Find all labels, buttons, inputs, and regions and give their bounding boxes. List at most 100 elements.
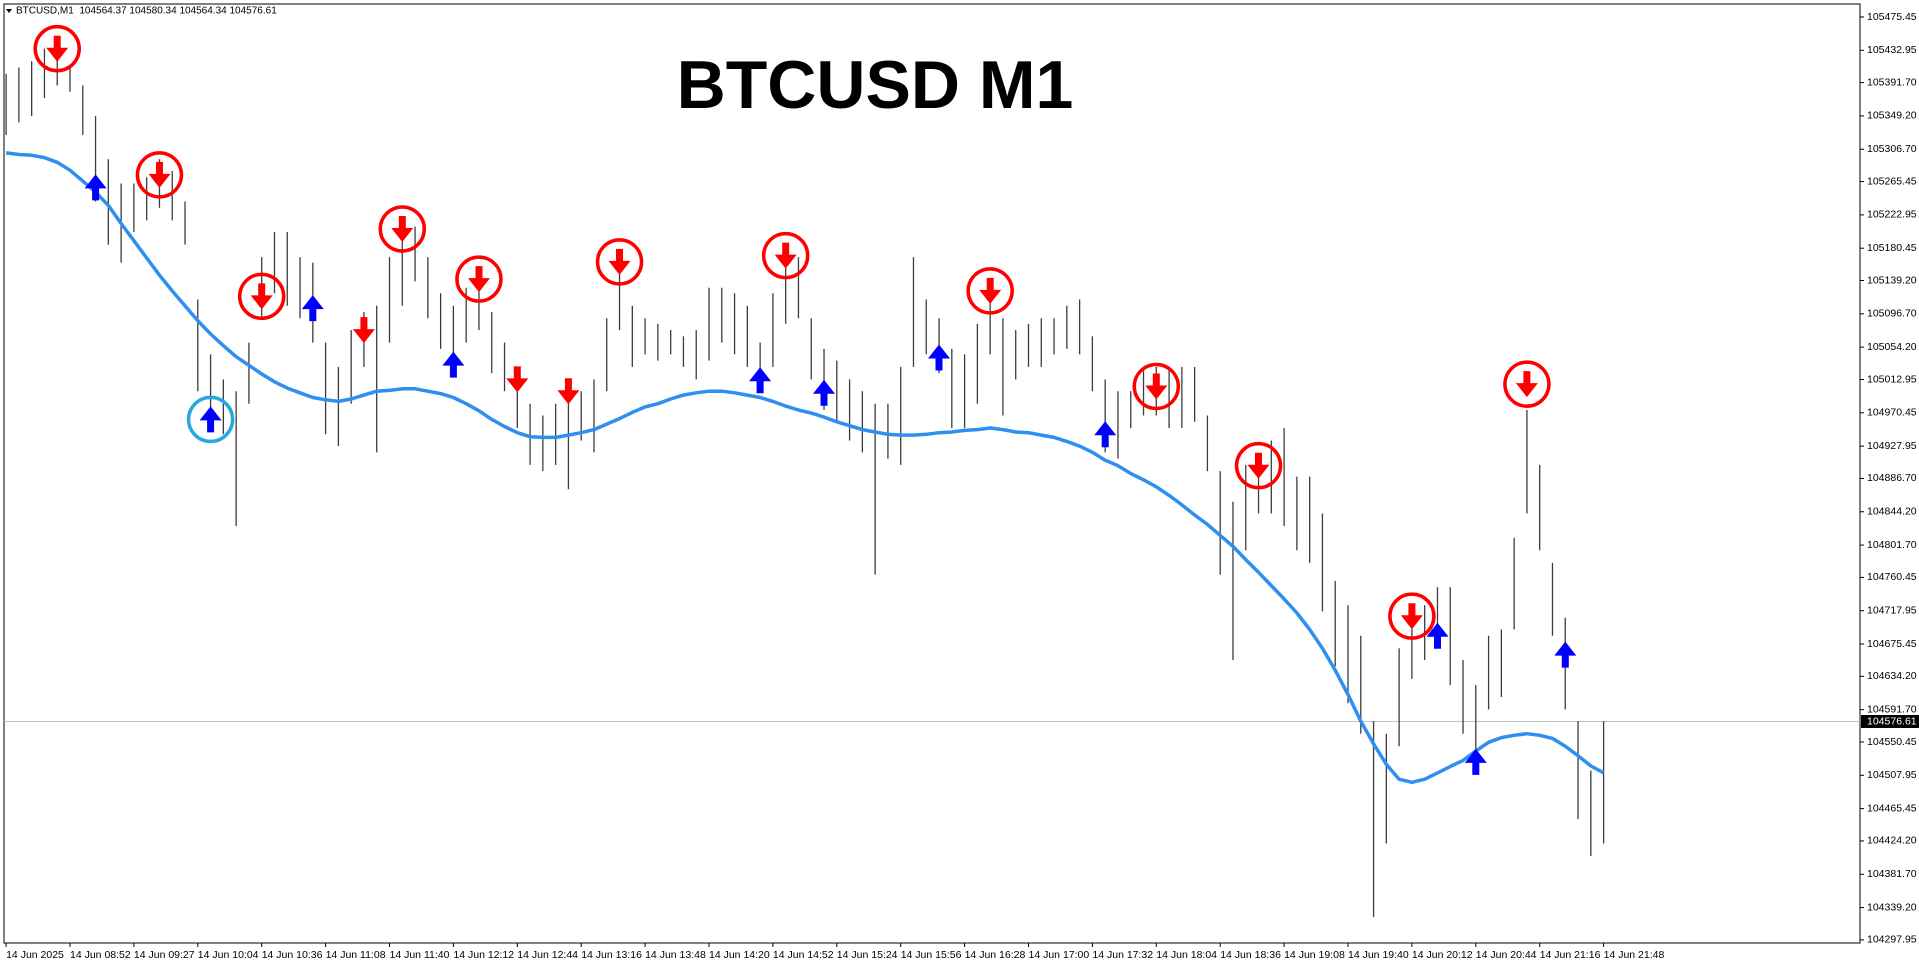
y-tick-label: 105391.70 [1867,76,1917,88]
buy-arrow [1554,641,1577,668]
moving-average [5,151,1605,785]
x-tick-label: 14 Jun 17:32 [1092,949,1153,961]
x-tick-label: 14 Jun 10:36 [262,949,323,961]
y-tick-label: 105139.20 [1867,274,1917,286]
x-tick-label: 14 Jun 13:16 [581,949,642,961]
x-tick-label: 14 Jun 19:08 [1284,949,1345,961]
y-tick-label: 104339.20 [1867,901,1917,913]
buy-arrow [1094,421,1117,448]
sell-arrow [1145,373,1168,400]
x-tick-label: 14 Jun 11:40 [390,949,450,961]
signal-ring [33,24,81,73]
signal-ring [1388,592,1436,640]
signal-ring [378,205,427,253]
y-tick-label: 105475.45 [1867,11,1917,23]
y-tick-label: 104801.70 [1867,539,1917,551]
buy-arrow [749,367,772,394]
buy-arrow [1464,748,1487,775]
x-tick-label: 14 Jun 18:36 [1220,949,1281,961]
y-tick-label: 105349.20 [1867,110,1917,122]
x-tick-label: 14 Jun 11:08 [326,949,386,961]
y-tick-label: 105012.95 [1867,373,1917,385]
x-tick-label: 14 Jun 14:52 [773,949,834,961]
x-tick-label: 14 Jun 21:16 [1540,949,1601,961]
y-tick-label: 104844.20 [1867,506,1917,518]
x-tick-label: 14 Jun 20:12 [1412,949,1473,961]
sell-arrow [250,283,273,310]
y-tick-label: 104634.20 [1867,670,1917,682]
sell-arrow [557,378,580,405]
signal-ring [1132,362,1181,411]
x-tick-label: 14 Jun 12:12 [453,949,514,961]
buy-arrow [1426,622,1449,649]
x-tick-label: 14 Jun 08:52 [70,949,131,961]
signal-ring [455,255,503,303]
signal-ring [1503,360,1551,408]
y-tick-label: 104675.45 [1867,638,1917,650]
y-tick-label: 104591.70 [1867,703,1917,715]
sell-arrow [608,248,631,275]
x-tick-label: 14 Jun 10:04 [198,949,259,961]
menu-triangle [6,9,12,13]
y-tick-label: 104550.45 [1867,736,1917,748]
plot-frame [3,3,1861,944]
x-tick-label: 14 Jun 19:40 [1348,949,1409,961]
sell-arrow [1515,371,1538,398]
symbol-header: BTCUSD,M1 104564.37 104580.34 104564.34 … [16,6,277,17]
y-tick-label: 105096.70 [1867,308,1917,320]
x-tick-label: 14 Jun 14:20 [709,949,770,961]
x-tick-label: 14 Jun 16:28 [965,949,1026,961]
sell-arrow [979,277,1002,304]
y-tick-label: 104381.70 [1867,868,1917,880]
signal-ring [135,151,184,199]
y-tick-label: 105054.20 [1867,341,1917,353]
signal-ring [186,395,235,444]
buy-arrow [199,406,222,433]
sell-arrow [391,216,414,242]
buy-arrow [301,295,324,322]
x-tick-label: 14 Jun 21:48 [1604,949,1665,961]
x-tick-label: 14 Jun 13:48 [645,949,706,961]
y-tick-label: 104424.20 [1867,835,1917,847]
y-tick-label: 104717.95 [1867,604,1917,616]
y-tick-label: 104760.45 [1867,571,1917,583]
signal-ring [237,272,286,321]
sell-arrow [46,35,69,62]
y-tick-label: 105265.45 [1867,175,1917,187]
y-tick-label: 104927.95 [1867,440,1917,452]
x-tick-label: 14 Jun 17:00 [1029,949,1090,961]
x-tick-label: 14 Jun 18:04 [1156,949,1217,961]
signal-ring [595,238,644,286]
x-tick-label: 14 Jun 2025 [6,949,64,961]
sell-arrow [468,266,490,293]
y-tick-label: 104465.45 [1867,802,1917,814]
y-tick-label: 104507.95 [1867,769,1917,781]
sell-arrow [506,366,529,393]
buy-arrow [813,379,835,406]
sell-arrow [352,317,375,344]
signal-ring [761,231,810,280]
current-price-label: 104576.61 [1867,715,1917,727]
sell-arrow [1247,452,1270,479]
x-tick-label: 14 Jun 15:24 [837,949,898,961]
sell-arrow [1400,603,1423,630]
y-tick-label: 104970.45 [1867,407,1917,419]
y-tick-label: 105180.45 [1867,242,1917,254]
x-tick-label: 14 Jun 20:44 [1476,949,1537,961]
signal-ring [966,267,1014,315]
y-tick-label: 104886.70 [1867,472,1917,484]
y-tick-label: 105222.95 [1867,209,1917,221]
x-tick-label: 14 Jun 12:44 [517,949,578,961]
y-tick-label: 104297.95 [1867,934,1917,946]
y-tick-label: 105432.95 [1867,44,1917,56]
x-tick-label: 14 Jun 15:56 [901,949,962,961]
buy-arrow [84,174,107,201]
x-tick-label: 14 Jun 09:27 [134,949,195,961]
signal-ring [1234,441,1283,490]
buy-arrow [928,344,950,371]
buy-arrow [442,351,465,378]
y-tick-label: 105306.70 [1867,143,1917,155]
sell-arrow [774,242,797,269]
